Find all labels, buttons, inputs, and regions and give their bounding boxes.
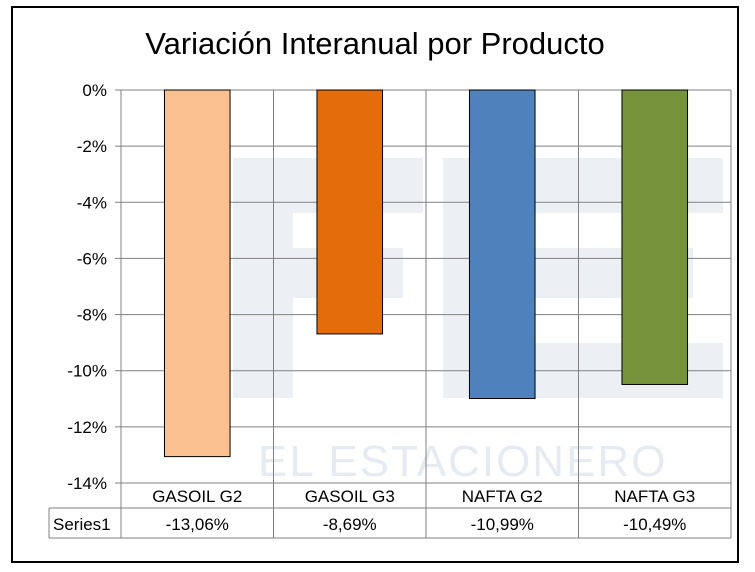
x-category-label: GASOIL G2 — [152, 487, 242, 506]
bar-gasoil-g2 — [163, 89, 231, 458]
table-value-cell: -10,99% — [471, 515, 534, 534]
x-category-label: GASOIL G3 — [305, 487, 395, 506]
bars — [163, 89, 689, 458]
x-category-label: NAFTA G3 — [614, 487, 695, 506]
data-table: GASOIL G2 -13,06% GASOIL G3 -8,69% NAFTA G2 -… — [48, 482, 731, 539]
y-tick-label: -10% — [67, 362, 107, 381]
bar-gasoil-g3 — [316, 89, 384, 335]
chart-frame: EL ESTACIONERO Variación Interanual por … — [11, 6, 739, 563]
series-label: Series1 — [53, 515, 111, 534]
x-category-label: NAFTA G2 — [462, 487, 543, 506]
y-axis-ticks: 0% -2% -4% -6% -8% -10% -12% -14% — [67, 81, 121, 493]
table-value-cell: -8,69% — [323, 515, 377, 534]
table-value-cell: -10,49% — [623, 515, 686, 534]
bar-nafta-g2 — [468, 89, 536, 400]
y-tick-label: -14% — [67, 474, 107, 493]
bar-chart: EL ESTACIONERO Variación Interanual por … — [48, 26, 732, 539]
y-tick-label: 0% — [82, 81, 107, 100]
y-tick-label: -8% — [77, 306, 107, 325]
y-tick-label: -4% — [77, 193, 107, 212]
table-value-cell: -13,06% — [166, 515, 229, 534]
watermark-text: EL ESTACIONERO — [258, 437, 667, 486]
bar-nafta-g3 — [621, 89, 689, 385]
y-tick-label: -6% — [77, 249, 107, 268]
y-tick-label: -2% — [77, 137, 107, 156]
y-tick-label: -12% — [67, 418, 107, 437]
chart-title: Variación Interanual por Producto — [145, 26, 605, 61]
